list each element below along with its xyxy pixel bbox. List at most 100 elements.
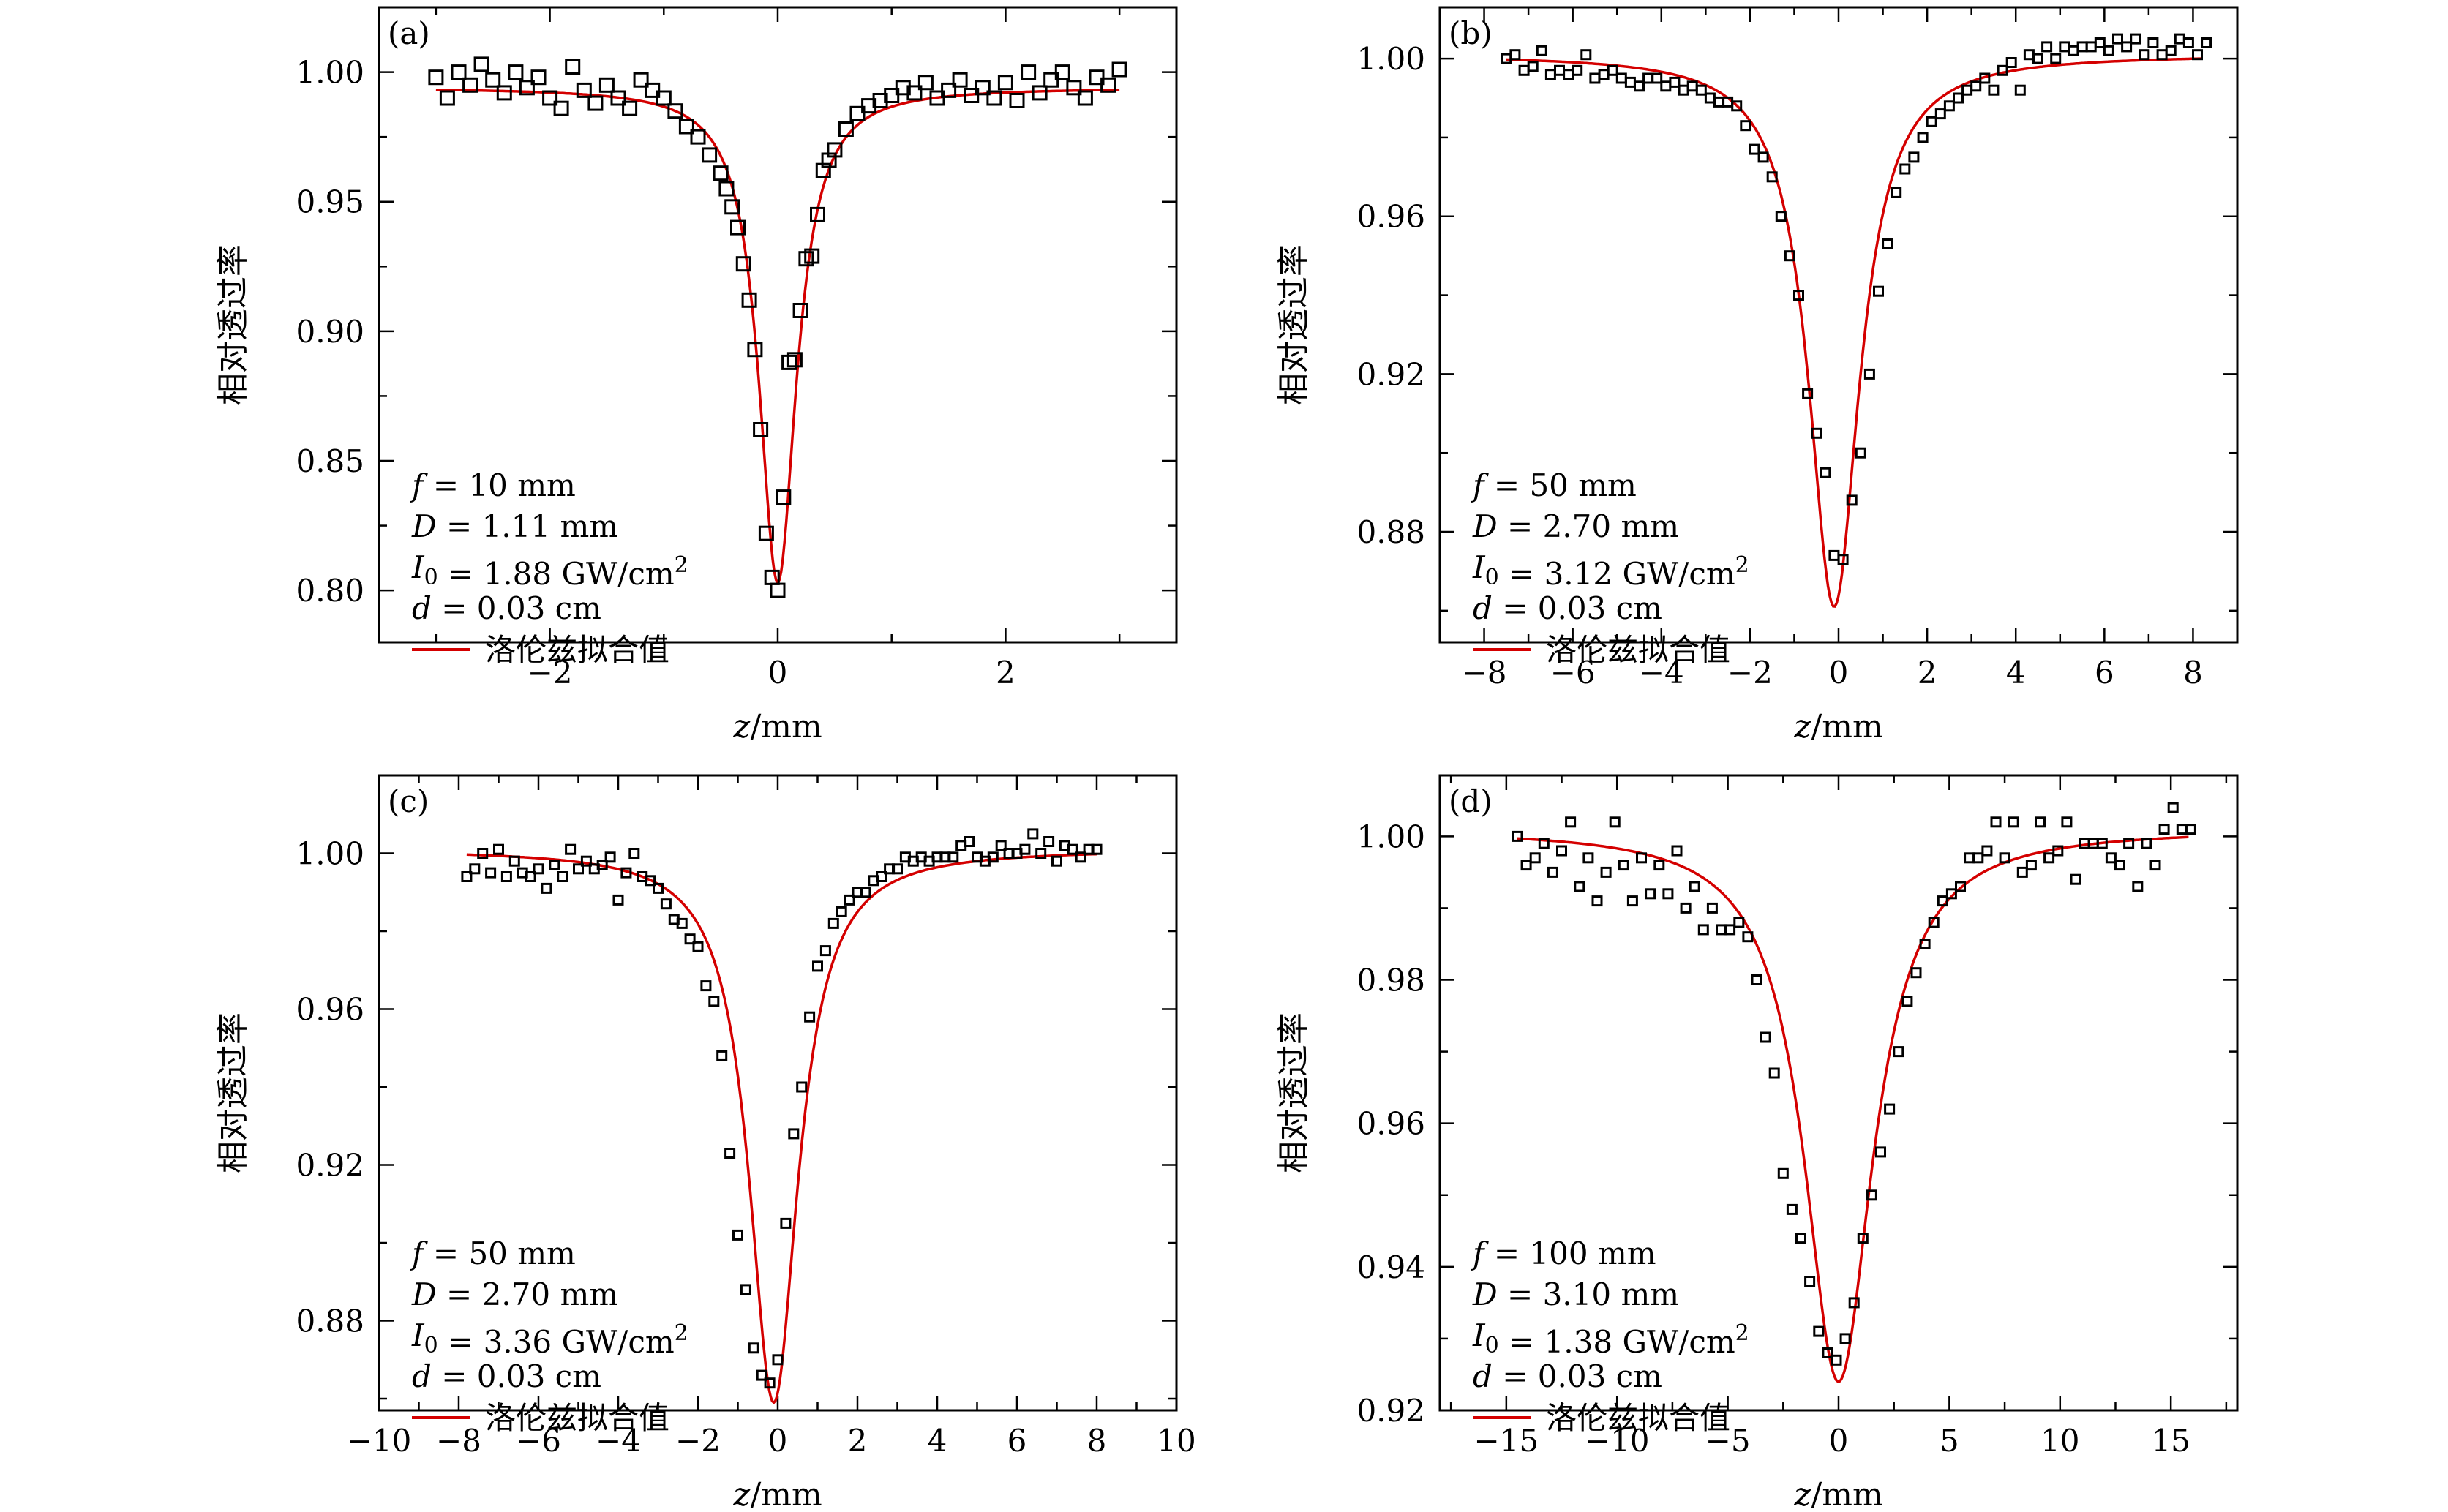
data-point bbox=[1574, 881, 1585, 892]
x-tick-label: −8 bbox=[436, 1423, 481, 1459]
data-point bbox=[772, 1354, 784, 1366]
data-point bbox=[493, 843, 504, 855]
annotation-2: I0 = 3.12 GW/cm2 bbox=[1472, 549, 1749, 592]
data-point bbox=[1970, 80, 1982, 92]
data-point bbox=[1520, 860, 1532, 871]
annotation-2: I0 = 1.38 GW/cm2 bbox=[1472, 1317, 1749, 1360]
data-point bbox=[747, 342, 763, 358]
x-tick-label: 15 bbox=[2151, 1423, 2190, 1459]
x-tick-label: −2 bbox=[527, 655, 573, 691]
data-point bbox=[997, 75, 1013, 91]
data-point bbox=[2176, 824, 2188, 835]
data-point bbox=[1615, 72, 1627, 84]
plot-frame bbox=[378, 6, 1178, 644]
y-tick-label: 0.88 bbox=[296, 1304, 364, 1339]
data-point bbox=[1669, 76, 1681, 88]
data-point bbox=[1565, 816, 1577, 828]
data-point bbox=[1089, 69, 1105, 86]
data-point bbox=[1731, 100, 1743, 112]
data-point bbox=[796, 1081, 808, 1093]
data-point bbox=[1891, 187, 1902, 198]
annotation-1: D = 1.11 mm bbox=[411, 508, 618, 544]
data-point bbox=[1875, 1146, 1886, 1158]
x-tick-label: 2 bbox=[848, 1423, 868, 1459]
data-point bbox=[2023, 49, 2035, 61]
data-point bbox=[735, 256, 751, 272]
data-point bbox=[2156, 49, 2168, 61]
y-tick-label: 1.00 bbox=[296, 836, 364, 872]
data-point bbox=[1678, 84, 1689, 96]
data-point bbox=[610, 90, 626, 106]
x-tick-label: −10 bbox=[1585, 1423, 1650, 1459]
x-tick-label: −2 bbox=[675, 1423, 721, 1459]
panel-label: (d) bbox=[1449, 783, 1493, 819]
data-point bbox=[2167, 802, 2179, 813]
data-point bbox=[718, 181, 735, 197]
data-point bbox=[1624, 76, 1636, 88]
y-tick-label: 1.00 bbox=[296, 55, 364, 91]
y-tick-label: 0.92 bbox=[296, 1148, 364, 1184]
data-point bbox=[2025, 860, 2037, 871]
x-tick-label: 6 bbox=[2095, 655, 2114, 691]
data-point bbox=[1934, 108, 1946, 120]
y-axis-label: 相对透过率 bbox=[214, 1012, 252, 1173]
annotation-1: D = 2.70 mm bbox=[411, 1276, 618, 1312]
data-point bbox=[764, 1377, 776, 1389]
data-point bbox=[884, 88, 900, 103]
data-point bbox=[947, 851, 959, 863]
data-point bbox=[1547, 866, 1558, 878]
data-point bbox=[1704, 92, 1716, 104]
data-point bbox=[557, 871, 568, 882]
data-point bbox=[1544, 69, 1556, 80]
data-point bbox=[676, 917, 688, 929]
data-point bbox=[975, 80, 991, 96]
data-point bbox=[1757, 151, 1769, 163]
data-point bbox=[758, 525, 774, 541]
data-point bbox=[598, 77, 615, 93]
data-point bbox=[678, 119, 694, 135]
x-tick-label: 0 bbox=[768, 655, 788, 691]
data-point bbox=[1706, 902, 1718, 914]
data-point bbox=[1793, 290, 1804, 301]
x-tick-label: −5 bbox=[1705, 1423, 1751, 1459]
data-point bbox=[1538, 838, 1550, 849]
data-point bbox=[812, 960, 823, 972]
data-point bbox=[1043, 836, 1055, 847]
data-point bbox=[1740, 120, 1751, 132]
data-point bbox=[804, 248, 820, 264]
data-point bbox=[1582, 852, 1594, 864]
data-point bbox=[1019, 843, 1031, 855]
data-point bbox=[1598, 69, 1610, 80]
data-point bbox=[770, 582, 786, 598]
data-point bbox=[987, 851, 999, 863]
data-point bbox=[645, 82, 661, 98]
data-point bbox=[2158, 824, 2170, 835]
data-point bbox=[1609, 816, 1621, 828]
data-point bbox=[1653, 860, 1665, 871]
data-point bbox=[1742, 931, 1754, 943]
x-axis-label: z/mm bbox=[732, 1476, 822, 1512]
data-point bbox=[1021, 64, 1037, 80]
data-point bbox=[1636, 852, 1647, 864]
data-point bbox=[2182, 37, 2194, 48]
x-tick-label: −6 bbox=[1550, 655, 1596, 691]
data-point bbox=[1689, 881, 1700, 892]
data-point bbox=[690, 129, 706, 145]
lorentz-fit-curve bbox=[466, 852, 1097, 1404]
chart-panel-c: −10 −8 −6 −4 −2 0 2 4 6 8 10 0.88 0.92 0.96 1.00 z/mm 相对… bbox=[214, 774, 1196, 1512]
y-tick-label: 0.92 bbox=[1356, 1393, 1425, 1429]
data-point bbox=[1972, 852, 1984, 864]
data-point bbox=[2201, 37, 2212, 48]
y-axis-label: 相对透过率 bbox=[1275, 1012, 1313, 1173]
data-point bbox=[1733, 917, 1745, 928]
x-tick-label: 0 bbox=[768, 1423, 788, 1459]
data-point bbox=[1051, 855, 1062, 867]
data-point bbox=[1536, 45, 1547, 56]
data-point bbox=[1529, 852, 1541, 864]
x-tick-label: −6 bbox=[516, 1423, 561, 1459]
data-point bbox=[573, 863, 584, 875]
data-point bbox=[1618, 860, 1629, 871]
data-point bbox=[1910, 967, 1922, 979]
data-point bbox=[1680, 902, 1692, 914]
data-point bbox=[827, 917, 839, 929]
